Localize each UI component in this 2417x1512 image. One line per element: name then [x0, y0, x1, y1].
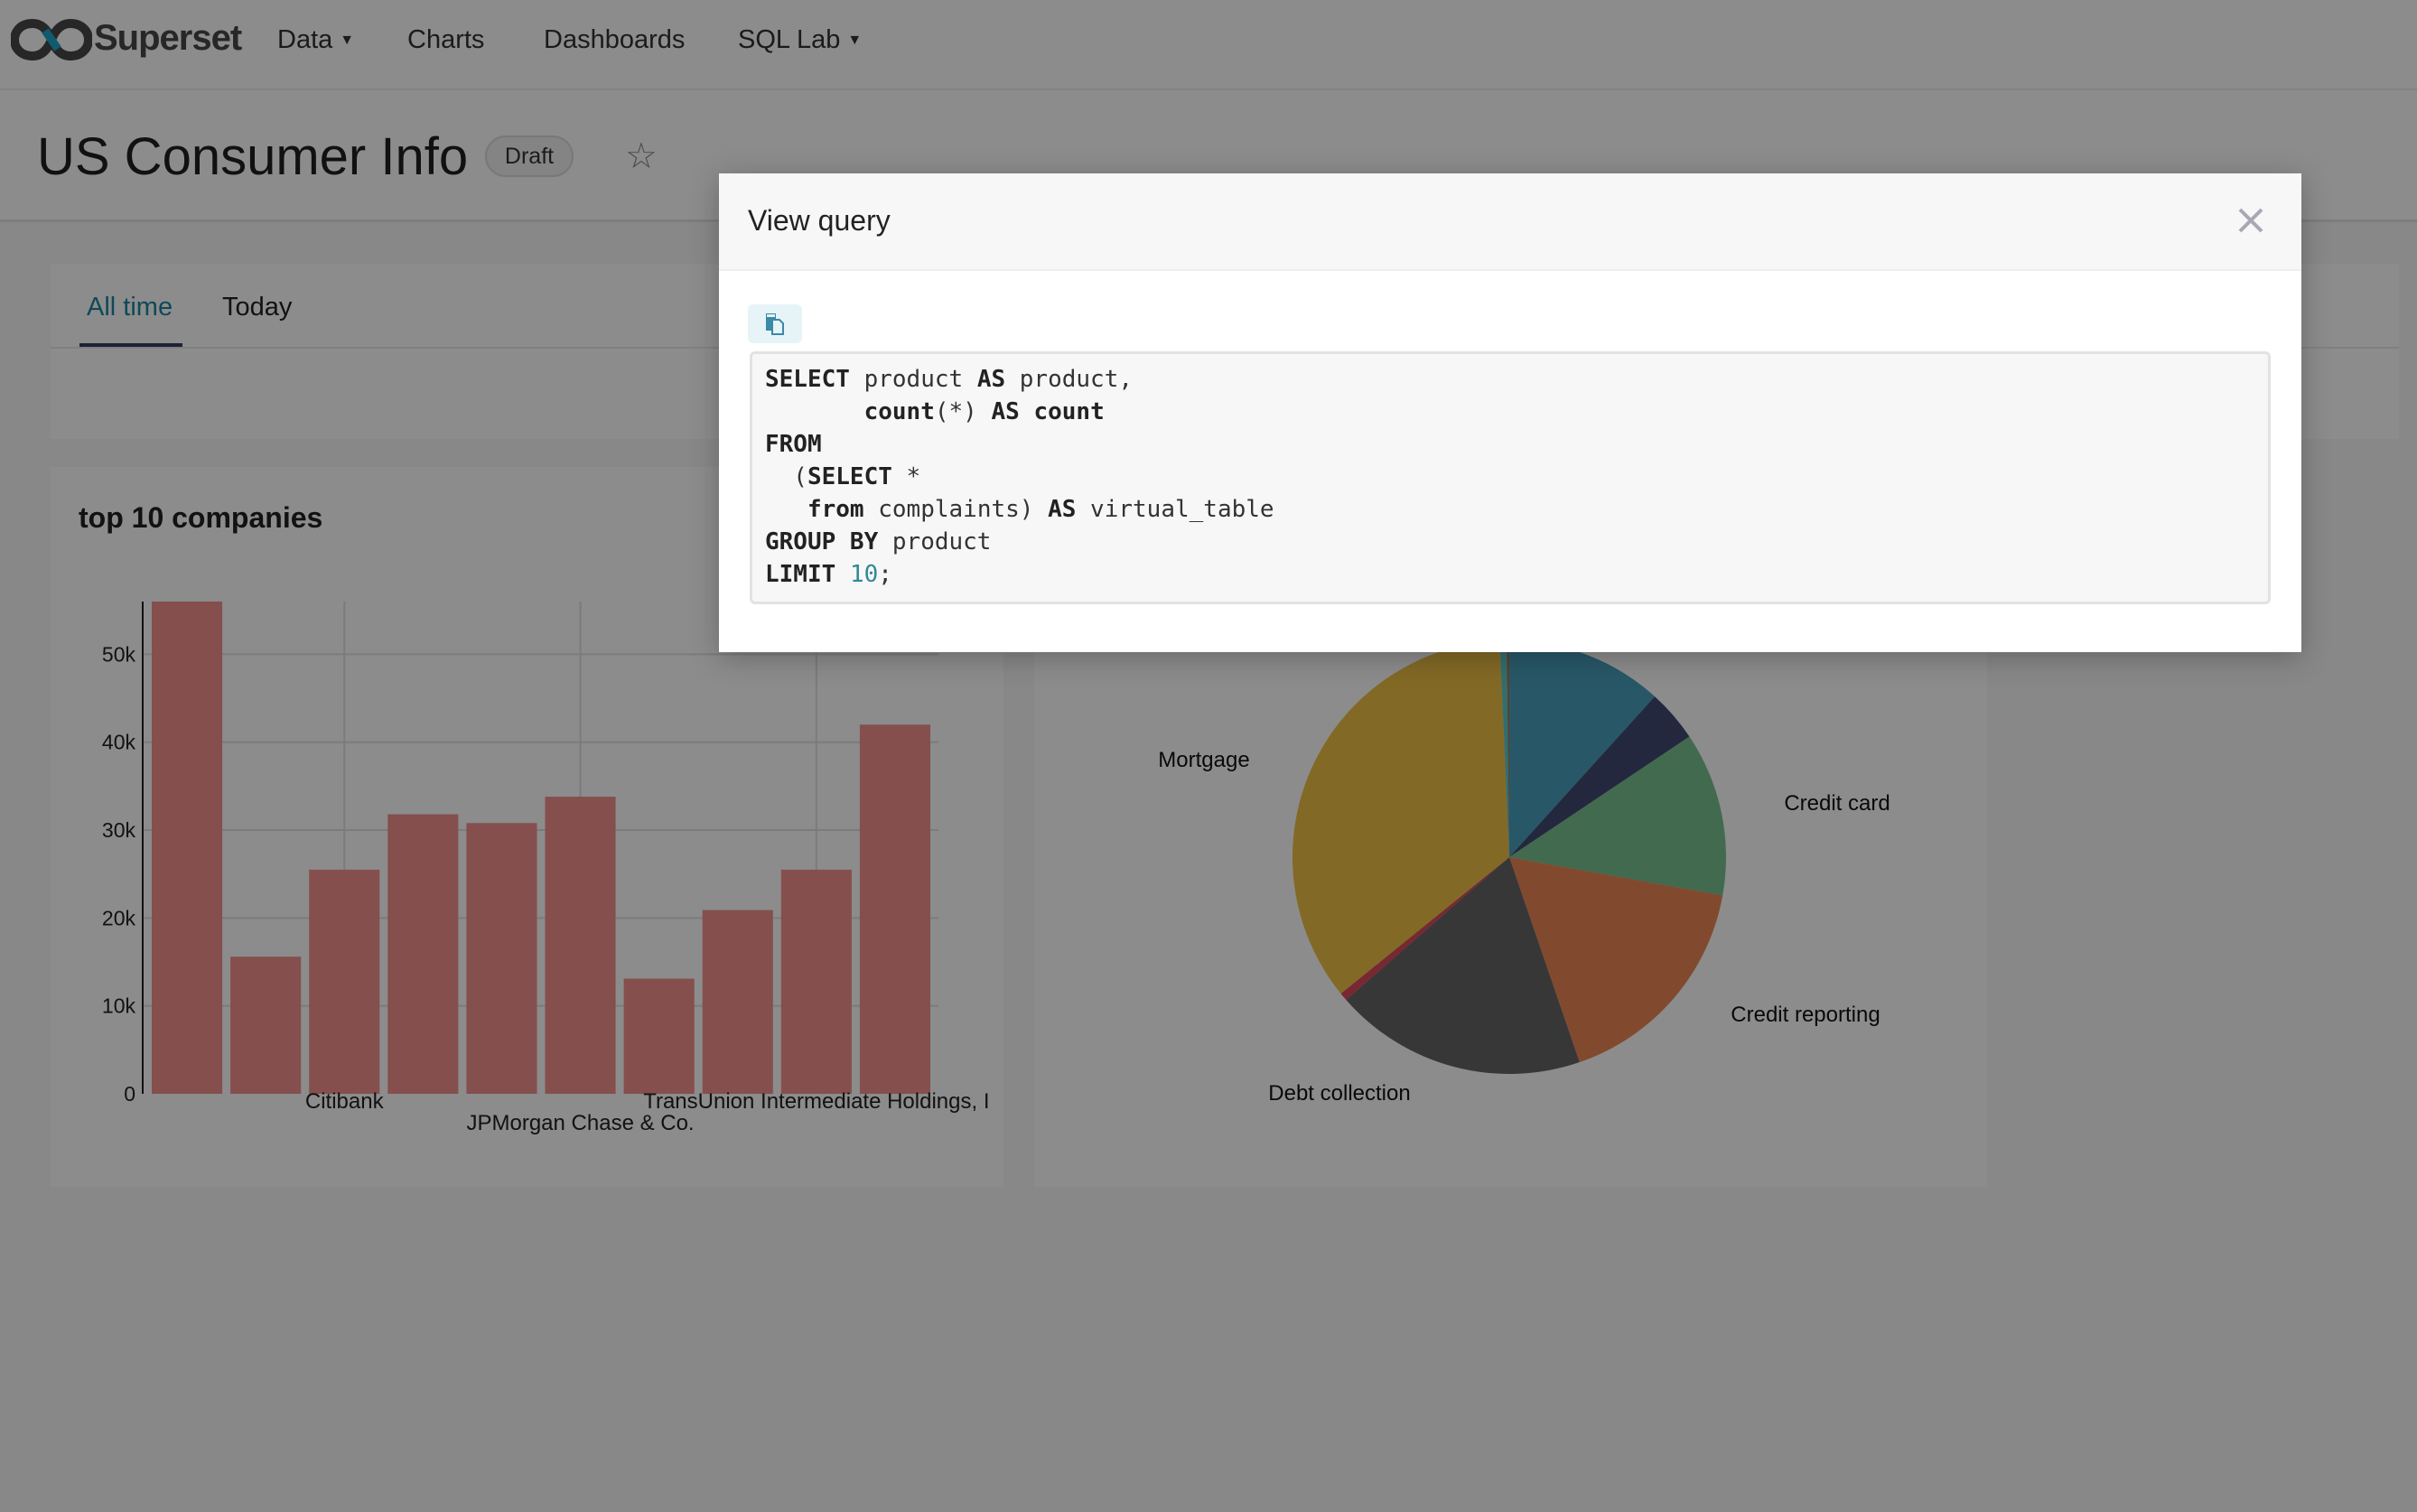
- code-line: FROM: [765, 428, 2255, 461]
- status-badge: Draft: [485, 135, 574, 177]
- sql-keyword: AS: [991, 398, 1020, 425]
- bar: [780, 869, 852, 1094]
- sql-text: product: [849, 366, 977, 393]
- bar: [623, 978, 695, 1094]
- caret-down-icon: ▼: [340, 33, 355, 49]
- sql-text: ;: [878, 561, 892, 588]
- pie-label: Credit card: [1784, 791, 1890, 816]
- sql-keyword: count: [1033, 398, 1105, 425]
- sql-keyword: count: [863, 398, 935, 425]
- y-tick-label: 50k: [102, 642, 136, 666]
- modal-header: View query: [719, 173, 2301, 271]
- nav-label: Charts: [407, 25, 485, 54]
- nav-label: SQL Lab: [738, 25, 841, 54]
- nav-label: Dashboards: [544, 25, 686, 54]
- nav-sql-lab-menu[interactable]: SQL Lab ▼: [738, 25, 862, 55]
- code-line: GROUP BY product: [765, 526, 2255, 558]
- y-tick-label: 20k: [102, 906, 136, 929]
- nav-data-menu[interactable]: Data ▼: [277, 25, 354, 55]
- sql-keyword: LIMIT: [765, 561, 836, 588]
- code-line: SELECT product AS product,: [765, 363, 2255, 396]
- modal-title: View query: [748, 204, 891, 237]
- bar: [545, 797, 616, 1094]
- copy-icon: [766, 313, 784, 335]
- page-title[interactable]: US Consumer Info: [37, 127, 469, 186]
- bar: [466, 823, 537, 1094]
- pie-slice: [1509, 640, 1656, 857]
- bar: [387, 814, 459, 1094]
- pie-chart-panel: Credit card Credit reporting Debt collecti…: [1034, 467, 1987, 1187]
- sql-number: 10: [849, 561, 879, 588]
- bar-chart: 0 10k 20k 30k 40k 50k Citibank JPMorgan Chase &…: [102, 602, 989, 1135]
- y-tick-label: 10k: [102, 994, 136, 1018]
- y-tick-label: 30k: [102, 818, 136, 842]
- top-navbar: Superset Data ▼ Charts Dashboards SQL Lab…: [0, 0, 2417, 90]
- sql-text: [1020, 398, 1034, 425]
- sql-keyword: SELECT: [765, 366, 850, 393]
- star-icon[interactable]: ☆: [625, 136, 658, 176]
- nav-charts[interactable]: Charts: [407, 25, 484, 55]
- nav-dashboards[interactable]: Dashboards: [544, 25, 685, 55]
- bar: [859, 724, 930, 1094]
- active-tab-indicator: [79, 343, 182, 347]
- tab-today[interactable]: Today: [222, 293, 293, 322]
- sql-text: [835, 561, 850, 588]
- pie-slice: [1509, 696, 1690, 857]
- y-tick-label: 0: [124, 1082, 135, 1106]
- sql-code-block[interactable]: SELECT product AS product, count(*) AS c…: [750, 351, 2271, 604]
- sql-text: [765, 496, 807, 523]
- pie-label: Mortgage: [1158, 748, 1249, 772]
- y-tick-label: 40k: [102, 731, 136, 754]
- bar: [152, 602, 223, 1094]
- sql-keyword: GROUP BY: [765, 528, 879, 555]
- nav-label: Data: [277, 25, 333, 54]
- sql-keyword: FROM: [765, 431, 822, 458]
- x-tick-label: TransUnion Intermediate Holdings, I: [643, 1089, 989, 1114]
- caret-down-icon: ▼: [847, 33, 863, 49]
- tab-all-time[interactable]: All time: [87, 293, 173, 322]
- pie-slice: [1499, 640, 1509, 857]
- code-line: from complaints) AS virtual_table: [765, 493, 2255, 526]
- code-line: count(*) AS count: [765, 396, 2255, 428]
- code-line: (SELECT *: [765, 461, 2255, 493]
- sql-keyword: AS: [976, 366, 1006, 393]
- pie-label: Debt collection: [1268, 1081, 1410, 1106]
- pie-slice: [1506, 640, 1509, 857]
- pie-slice: [1292, 640, 1509, 994]
- sql-text: *: [891, 463, 921, 490]
- x-tick-label: Citibank: [305, 1089, 385, 1114]
- view-query-modal: View query SELECT product AS product, co…: [719, 173, 2301, 652]
- superset-logo-icon[interactable]: [11, 13, 92, 67]
- sql-text: (: [765, 463, 807, 490]
- sql-keyword: AS: [1048, 496, 1077, 523]
- bar: [702, 910, 773, 1094]
- sql-text: product: [878, 528, 992, 555]
- copy-to-clipboard-button[interactable]: [748, 304, 802, 343]
- brand-name[interactable]: Superset: [94, 18, 242, 58]
- pie-slice: [1346, 857, 1580, 1074]
- sql-keyword: from: [807, 496, 864, 523]
- sql-text: virtual_table: [1076, 496, 1274, 523]
- bar: [309, 869, 380, 1094]
- sql-text: complaints): [863, 496, 1049, 523]
- pie-chart: Credit card Credit reporting Debt collecti…: [1158, 640, 1890, 1106]
- pie-slice: [1340, 857, 1509, 1000]
- sql-keyword: SELECT: [807, 463, 892, 490]
- chart-title[interactable]: top 10 companies: [79, 501, 323, 534]
- pie-slice: [1509, 736, 1726, 896]
- pie-label: Credit reporting: [1731, 1003, 1880, 1027]
- sql-text: (*): [934, 398, 992, 425]
- close-icon[interactable]: [2233, 202, 2269, 238]
- sql-text: [765, 398, 864, 425]
- pie-slice: [1509, 857, 1723, 1063]
- sql-text: product,: [1005, 366, 1134, 393]
- bar: [230, 957, 302, 1094]
- code-line: LIMIT 10;: [765, 558, 2255, 591]
- x-tick-label: JPMorgan Chase & Co.: [466, 1111, 694, 1135]
